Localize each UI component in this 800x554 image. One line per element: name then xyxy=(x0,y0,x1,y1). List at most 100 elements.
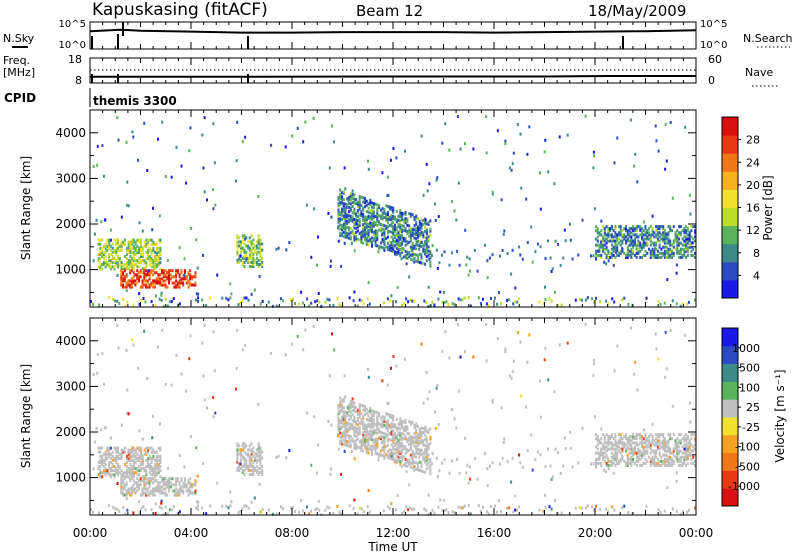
velocity-cell xyxy=(610,443,613,447)
power-cell xyxy=(127,250,130,254)
power-cell xyxy=(98,303,101,307)
power-cell xyxy=(395,300,397,304)
power-cell xyxy=(511,248,514,252)
velocity-cell xyxy=(401,442,404,446)
velocity-cell xyxy=(690,457,693,461)
velocity-cell xyxy=(248,473,251,476)
velocity-cell xyxy=(154,475,157,479)
power-cell xyxy=(155,271,158,275)
power-cell xyxy=(399,233,402,237)
velocity-cell xyxy=(111,469,114,473)
velocity-cell xyxy=(402,436,405,440)
velocity-cell xyxy=(464,350,466,354)
freq-left-label-2: [MHz] xyxy=(3,66,35,79)
power-cell xyxy=(566,133,569,137)
velocity-cell xyxy=(241,507,244,511)
noise-right-label: N.Search xyxy=(743,32,793,45)
power-cell xyxy=(386,215,389,219)
velocity-cell xyxy=(672,461,675,465)
velocity-cell xyxy=(595,451,597,455)
power-cell xyxy=(157,261,160,265)
power-cell xyxy=(678,251,681,255)
power-cell xyxy=(392,249,395,253)
velocity-cell xyxy=(662,459,665,463)
velocity-cell xyxy=(351,437,354,441)
power-cell xyxy=(401,230,404,234)
power-cell xyxy=(350,241,353,245)
power-cell xyxy=(353,220,356,224)
power-cell xyxy=(342,206,345,210)
power-cell xyxy=(683,243,686,247)
velocity-cell xyxy=(131,471,134,475)
power-cell xyxy=(613,300,616,304)
velocity-cell xyxy=(126,411,128,415)
velocity-cell xyxy=(118,465,121,469)
velocity-cell xyxy=(411,462,414,466)
power-cell xyxy=(143,259,146,263)
velocity-cell xyxy=(623,459,626,463)
velocity-cell xyxy=(342,414,345,418)
power-cell xyxy=(623,237,626,241)
power-cell xyxy=(118,263,121,267)
power-cell xyxy=(411,231,414,235)
power-cell xyxy=(655,139,658,143)
velocity-cell xyxy=(651,459,654,463)
velocity-cell xyxy=(145,471,148,475)
power-cell xyxy=(160,291,163,295)
colorbar-frame xyxy=(721,327,739,507)
velocity-cell xyxy=(255,454,258,458)
velocity-cell xyxy=(581,426,584,430)
power-cell xyxy=(688,243,691,247)
power-cell xyxy=(415,247,418,251)
power-cell xyxy=(106,240,109,244)
power-cell xyxy=(663,235,666,239)
power-cell xyxy=(637,251,640,255)
power-cell xyxy=(160,298,163,302)
velocity-cell xyxy=(182,491,185,495)
power-cell xyxy=(120,248,123,252)
velocity-cell xyxy=(607,435,610,439)
velocity-cell xyxy=(108,448,111,452)
velocity-cell xyxy=(154,463,157,466)
velocity-cell xyxy=(132,475,135,479)
velocity-cell xyxy=(241,468,244,472)
velocity-cell xyxy=(420,426,423,430)
velocity-cell xyxy=(127,475,130,479)
velocity-cell xyxy=(257,444,260,448)
power-cell xyxy=(109,259,112,263)
power-cell xyxy=(344,210,347,214)
power-cell xyxy=(118,259,121,263)
velocity-cell xyxy=(526,360,529,364)
power-cell xyxy=(182,274,185,277)
power-cell xyxy=(371,217,373,221)
power-cell xyxy=(422,233,425,237)
velocity-cell xyxy=(399,452,402,455)
velocity-cell xyxy=(124,512,127,516)
power-cell xyxy=(658,231,661,235)
power-cell xyxy=(138,257,141,261)
power-cell xyxy=(429,256,432,260)
power-cell xyxy=(353,218,356,221)
power-cell xyxy=(142,297,145,300)
power-cell xyxy=(132,244,135,248)
velocity-cell xyxy=(175,353,178,357)
velocity-cell xyxy=(367,441,370,445)
power-cell xyxy=(104,263,107,267)
power-cell xyxy=(690,235,693,239)
power-cell xyxy=(425,230,428,234)
velocity-cell xyxy=(356,437,359,441)
power-cell xyxy=(649,255,652,259)
velocity-cell xyxy=(300,498,303,502)
power-cell xyxy=(364,199,366,203)
power-cell xyxy=(409,298,412,302)
velocity-cell xyxy=(259,446,262,450)
power-cell xyxy=(409,231,412,235)
velocity-cell xyxy=(528,333,531,337)
power-cell xyxy=(134,259,137,263)
power-cell xyxy=(125,253,128,256)
velocity-cell xyxy=(376,419,379,423)
power-cell xyxy=(605,233,608,237)
velocity-cell xyxy=(550,507,553,511)
power-cell xyxy=(127,283,130,287)
velocity-cell xyxy=(635,435,638,439)
